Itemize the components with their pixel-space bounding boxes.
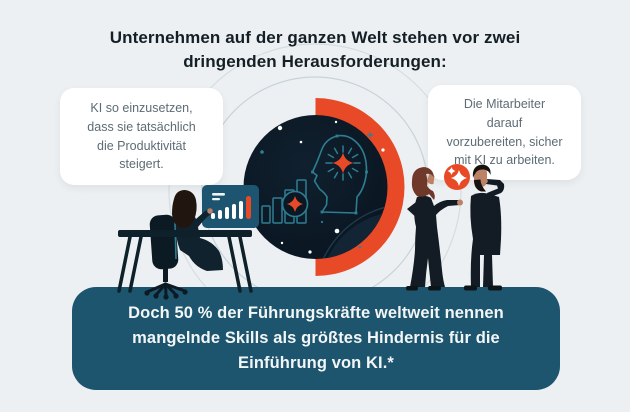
speech-bubble-left: KI so einzusetzen, dass sie tatsächlich …	[60, 88, 223, 185]
sparkle-icon	[287, 196, 303, 212]
banner-line-3: Einführung von KI.*	[238, 353, 394, 372]
bubble-left-line-3: die Produktivität	[97, 138, 186, 153]
presenter-body	[175, 209, 223, 271]
speech-bubble-right: Die Mitarbeiter darauf vorzubereiten, si…	[428, 85, 581, 180]
man-beard	[474, 179, 486, 192]
discussion-scene	[406, 164, 505, 291]
man-torso	[470, 192, 502, 239]
headline-line-2: dringenden Herausforderungen:	[183, 52, 447, 72]
bubble-left-line-1: KI so einzusetzen,	[90, 101, 193, 115]
presenter-figure	[172, 190, 223, 271]
presentation-chart-icon	[202, 185, 259, 228]
desk	[117, 230, 253, 293]
statistic-banner: Doch 50 % der Führungskräfte weltweit ne…	[72, 287, 560, 390]
orange-half-ring	[315, 98, 405, 276]
sparkle-rays	[325, 145, 361, 181]
banner-line-1: Doch 50 % der Führungskräfte weltweit ne…	[128, 304, 504, 323]
bubble-right-line-1: Die Mitarbeiter	[463, 97, 546, 111]
sparkle-icon	[332, 152, 354, 174]
man-legs	[470, 239, 501, 287]
star-dots	[277, 120, 385, 254]
woman-torso	[414, 195, 460, 227]
presenter-hand	[207, 208, 213, 214]
star-dots-teal	[260, 150, 362, 249]
bubble-right-line-4: mit KI zu arbeiten.	[454, 153, 555, 168]
bubble-right-line-2: darauf	[486, 115, 523, 130]
ai-head-icon	[311, 134, 368, 215]
screen-bar-accent	[246, 196, 251, 219]
woman-hand	[457, 199, 463, 206]
woman-elbow	[407, 199, 420, 220]
plus-star-icon	[367, 132, 373, 138]
bubble-right-line-3: vorzubereiten, sicher	[446, 134, 563, 149]
banner-line-2: mangelnde Skills als größtes Hindernis f…	[132, 329, 500, 348]
bar-chart-icon	[261, 179, 309, 224]
standing-man-figure	[464, 164, 505, 291]
bubble-left-line-4: steigert.	[119, 157, 164, 172]
presenter-hair	[172, 190, 197, 229]
globe-circle	[243, 115, 388, 259]
presenter-scene	[117, 185, 259, 300]
background-circle-inner	[201, 76, 429, 304]
headline-line-1: Unternehmen auf der ganzen Welt stehen v…	[109, 28, 521, 47]
woman-trousers	[410, 227, 445, 287]
bubble-left-line-2: dass sie tatsächlich	[87, 119, 196, 134]
man-raised-arm	[486, 179, 505, 198]
screen-bars	[211, 201, 243, 219]
standing-woman-figure	[406, 167, 463, 291]
path-node-squares	[311, 134, 368, 215]
page-title: Unternehmen auf der ganzen Welt stehen v…	[0, 26, 630, 74]
